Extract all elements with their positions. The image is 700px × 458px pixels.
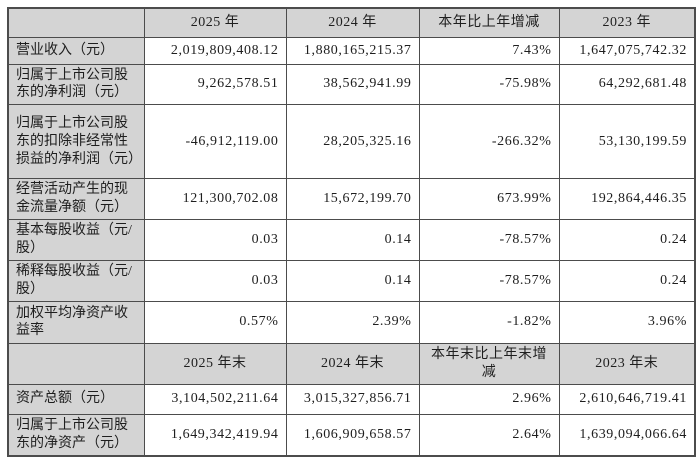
row-label-net-assets: 归属于上市公司股东的净资产（元）	[7, 413, 145, 457]
operating-cash-flow-2023: 192,864,446.35	[558, 178, 696, 221]
table-row-diluted-eps: 稀释每股收益（元/股） 0.03 0.14 -78.57% 0.24	[7, 260, 696, 302]
revenue-yoy: 7.43%	[418, 36, 560, 65]
net-profit-2023: 64,292,681.48	[558, 63, 696, 106]
deducted-net-profit-2024: 28,205,325.16	[285, 104, 420, 180]
col-header-2023-eop: 2023 年末	[558, 342, 696, 385]
revenue-2023: 1,647,075,742.32	[558, 36, 696, 65]
table-row-operating-cash-flow: 经营活动产生的现金流量净额（元） 121,300,702.08 15,672,1…	[7, 178, 696, 221]
diluted-eps-yoy: -78.57%	[418, 260, 560, 302]
key-financial-indicators-table: 2025 年 2024 年 本年比上年增减 2023 年 营业收入（元） 2,0…	[7, 7, 696, 457]
basic-eps-yoy: -78.57%	[418, 219, 560, 262]
col-header-2024-eop: 2024 年末	[285, 342, 420, 385]
row-label-deducted-net-profit: 归属于上市公司股东的扣除非经常性损益的净利润（元）	[7, 104, 145, 180]
col-header-2024: 2024 年	[285, 7, 420, 38]
basic-eps-2025: 0.03	[143, 219, 287, 262]
basic-eps-2023: 0.24	[558, 219, 696, 262]
net-assets-2025: 1,649,342,419.94	[143, 413, 287, 457]
table-row-net-assets: 归属于上市公司股东的净资产（元） 1,649,342,419.94 1,606,…	[7, 413, 696, 457]
diluted-eps-2024: 0.14	[285, 260, 420, 302]
col-header-yoy-change: 本年比上年增减	[418, 7, 560, 38]
weighted-roe-2025: 0.57%	[143, 300, 287, 344]
weighted-roe-2024: 2.39%	[285, 300, 420, 344]
row-label-revenue: 营业收入（元）	[7, 36, 145, 65]
table-row-basic-eps: 基本每股收益（元/股） 0.03 0.14 -78.57% 0.24	[7, 219, 696, 262]
table-row-revenue: 营业收入（元） 2,019,809,408.12 1,880,165,215.3…	[7, 36, 696, 65]
col-header-2025: 2025 年	[143, 7, 287, 38]
revenue-2025: 2,019,809,408.12	[143, 36, 287, 65]
operating-cash-flow-2025: 121,300,702.08	[143, 178, 287, 221]
diluted-eps-2025: 0.03	[143, 260, 287, 302]
total-assets-change: 2.96%	[418, 383, 560, 415]
total-assets-2023: 2,610,646,719.41	[558, 383, 696, 415]
col-header-2025-eop: 2025 年末	[143, 342, 287, 385]
table-row-deducted-net-profit: 归属于上市公司股东的扣除非经常性损益的净利润（元） -46,912,119.00…	[7, 104, 696, 180]
net-assets-2024: 1,606,909,658.57	[285, 413, 420, 457]
net-assets-change: 2.64%	[418, 413, 560, 457]
row-label-weighted-roe: 加权平均净资产收益率	[7, 300, 145, 344]
table-row-net-profit: 归属于上市公司股东的净利润（元） 9,262,578.51 38,562,941…	[7, 63, 696, 106]
diluted-eps-2023: 0.24	[558, 260, 696, 302]
row-label-diluted-eps: 稀释每股收益（元/股）	[7, 260, 145, 302]
net-profit-yoy: -75.98%	[418, 63, 560, 106]
row-label-net-profit: 归属于上市公司股东的净利润（元）	[7, 63, 145, 106]
row-label-total-assets: 资产总额（元）	[7, 383, 145, 415]
table-row-weighted-roe: 加权平均净资产收益率 0.57% 2.39% -1.82% 3.96%	[7, 300, 696, 344]
col-header-eop-change: 本年末比上年末增减	[418, 342, 560, 385]
total-assets-2024: 3,015,327,856.71	[285, 383, 420, 415]
deducted-net-profit-2025: -46,912,119.00	[143, 104, 287, 180]
total-assets-2025: 3,104,502,211.64	[143, 383, 287, 415]
row-label-basic-eps: 基本每股收益（元/股）	[7, 219, 145, 262]
period-header-row: 2025 年 2024 年 本年比上年增减 2023 年	[7, 7, 696, 38]
net-profit-2024: 38,562,941.99	[285, 63, 420, 106]
eop-header-row: 2025 年末 2024 年末 本年末比上年末增减 2023 年末	[7, 342, 696, 385]
weighted-roe-2023: 3.96%	[558, 300, 696, 344]
net-assets-2023: 1,639,094,066.64	[558, 413, 696, 457]
eop-header-blank-cell	[7, 342, 145, 385]
operating-cash-flow-yoy: 673.99%	[418, 178, 560, 221]
deducted-net-profit-yoy: -266.32%	[418, 104, 560, 180]
weighted-roe-yoy: -1.82%	[418, 300, 560, 344]
basic-eps-2024: 0.14	[285, 219, 420, 262]
net-profit-2025: 9,262,578.51	[143, 63, 287, 106]
table-row-total-assets: 资产总额（元） 3,104,502,211.64 3,015,327,856.7…	[7, 383, 696, 415]
row-label-operating-cash-flow: 经营活动产生的现金流量净额（元）	[7, 178, 145, 221]
period-header-blank-cell	[7, 7, 145, 38]
revenue-2024: 1,880,165,215.37	[285, 36, 420, 65]
col-header-2023: 2023 年	[558, 7, 696, 38]
deducted-net-profit-2023: 53,130,199.59	[558, 104, 696, 180]
operating-cash-flow-2024: 15,672,199.70	[285, 178, 420, 221]
